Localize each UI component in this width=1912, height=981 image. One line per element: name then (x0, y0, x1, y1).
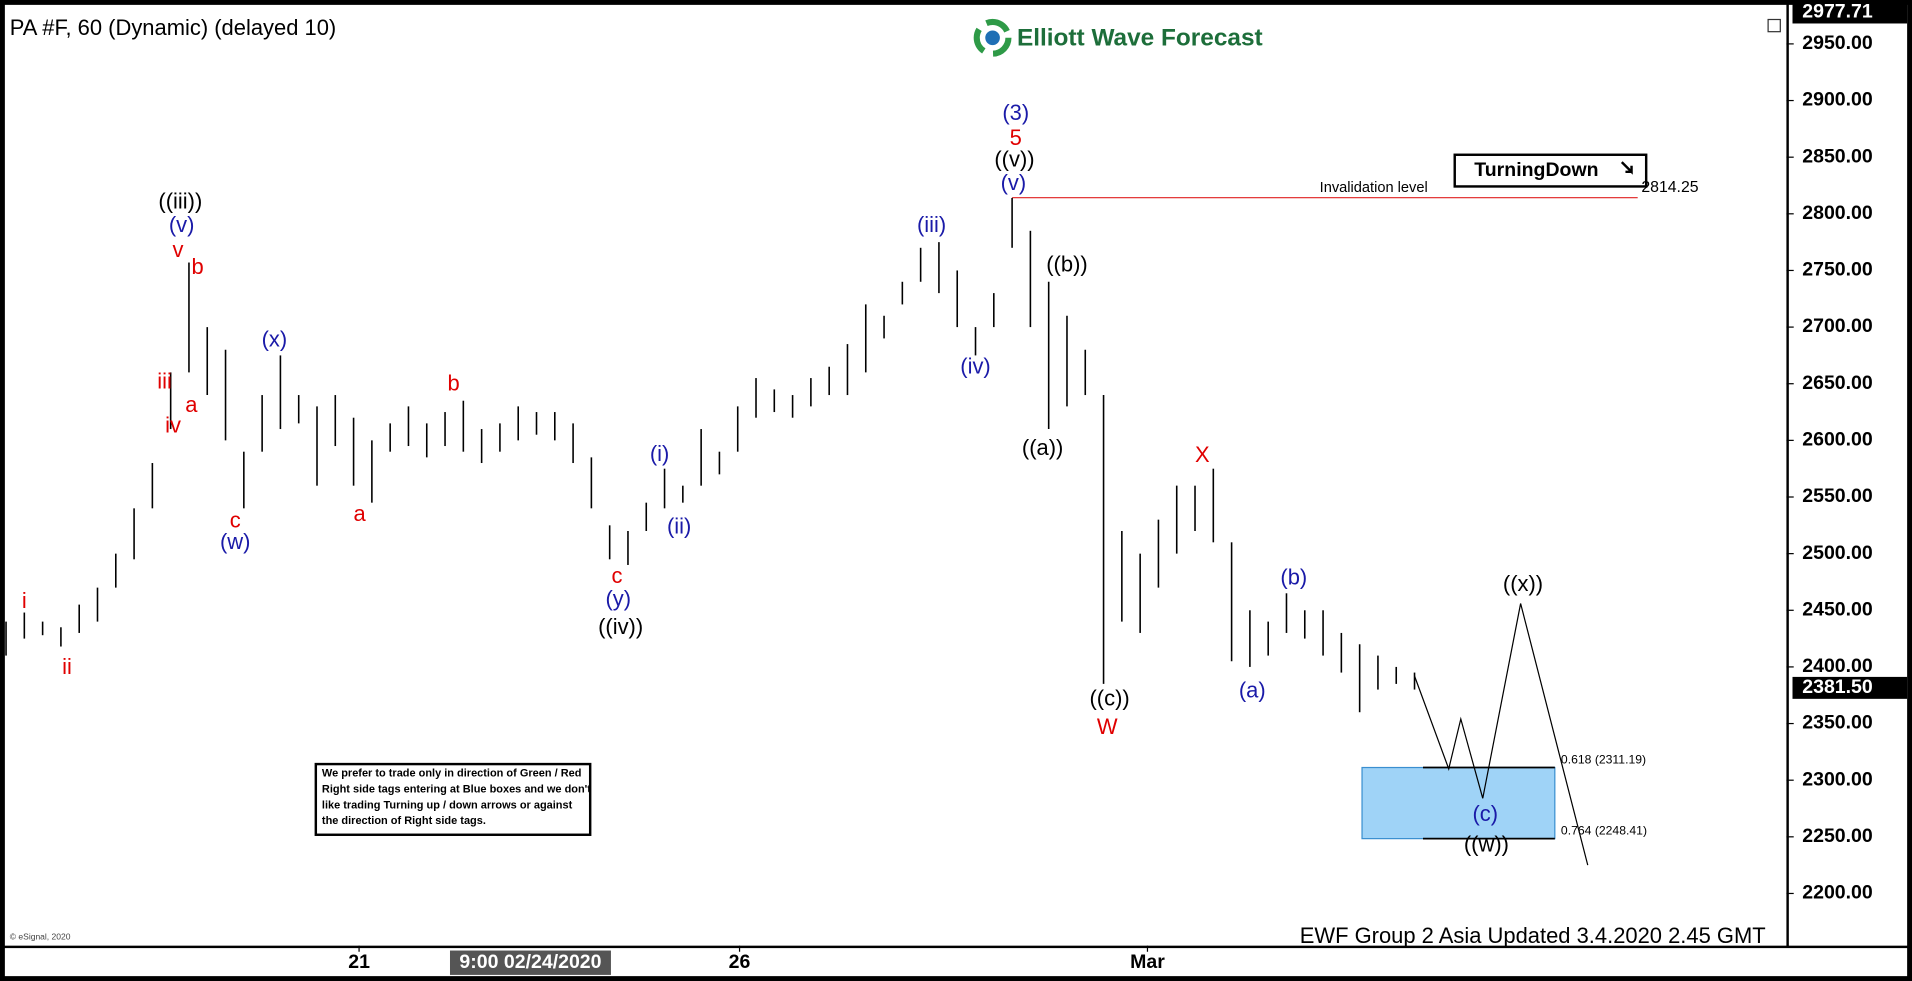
wave-label: ((a)) (1022, 435, 1063, 460)
last-price-box (1792, 676, 1908, 699)
projection-path (1413, 603, 1589, 866)
logo: Elliott Wave Forecast (973, 18, 1263, 57)
note-box: We prefer to trade only in direction of … (314, 762, 592, 836)
window-icon (1767, 18, 1781, 33)
wave-label: ((iii)) (158, 188, 202, 213)
note-line: like trading Turning up / down arrows or… (322, 799, 573, 811)
fib-box (1361, 766, 1556, 840)
y-tick-label: 2300.00 (1802, 768, 1873, 790)
wave-label: (b) (1280, 564, 1307, 589)
chart-title: PA #F, 60 (Dynamic) (delayed 10) (10, 15, 336, 40)
note-line: Right side tags entering at Blue boxes a… (322, 784, 591, 796)
y-tick-label: 2650.00 (1802, 372, 1873, 394)
wave-label: (x) (262, 326, 288, 351)
wave-label: ii (62, 654, 72, 679)
wave-label: (v) (169, 212, 195, 237)
price-axis (1788, 4, 1908, 946)
cursor-label: 9:00 02/24/2020 (459, 951, 601, 973)
tag-frame (1453, 153, 1648, 188)
y-tick-label: 2900.00 (1802, 89, 1873, 111)
copyright: © eSignal, 2020 (10, 931, 71, 941)
y-tick-label: 2800.00 (1802, 202, 1873, 224)
wave-label: (v) (1001, 170, 1027, 195)
top-price-label: 2977.71 (1802, 1, 1873, 23)
last-price-label: 2381.50 (1802, 676, 1873, 698)
brand: Elliott Wave Forecast (1017, 24, 1263, 51)
wave-label: (ii) (667, 513, 691, 538)
wave-label: v (172, 237, 183, 262)
wave-label: ((x)) (1503, 571, 1543, 596)
y-tick-label: 2750.00 (1802, 259, 1873, 281)
wave-label: c (612, 563, 623, 588)
top-price-box (1792, 1, 1908, 24)
y-tick-label: 2950.00 (1802, 32, 1873, 54)
wave-label: ((v)) (994, 146, 1034, 171)
wave-label: i (22, 588, 27, 613)
y-tick-label: 2450.00 (1802, 598, 1873, 620)
wave-label: (c) (1473, 801, 1499, 826)
wave-label: ((w)) (1464, 832, 1509, 857)
y-tick-label: 2850.00 (1802, 145, 1873, 167)
y-tick-label: 2400.00 (1802, 655, 1873, 677)
wave-label: iii (157, 368, 172, 393)
footer: EWF Group 2 Asia Updated 3.4.2020 2.45 G… (1300, 923, 1766, 948)
x-tick-label: 21 (348, 951, 370, 973)
y-tick-label: 2550.00 (1802, 485, 1873, 507)
wave-label: X (1195, 442, 1210, 467)
tag-box: TurningDown (1453, 153, 1648, 188)
wave-label: a (185, 392, 198, 417)
invalidation-value: 2814.25 (1641, 179, 1698, 196)
wave-label: (y) (605, 586, 631, 611)
x-tick-label: Mar (1130, 951, 1165, 973)
y-tick-label: 2350.00 (1802, 712, 1873, 734)
logo-icon-core (985, 30, 1000, 46)
note-line: the direction of Right side tags. (322, 815, 486, 827)
wave-label: ((iv)) (598, 614, 643, 639)
fib-label: 0.764 (2248.41) (1561, 824, 1647, 838)
invalidation-label: Invalidation level (1320, 180, 1428, 196)
wave-label: b (191, 254, 203, 279)
cursor-box (449, 950, 611, 975)
wave-label: ((c)) (1089, 686, 1129, 711)
y-tick-label: 2200.00 (1802, 882, 1873, 904)
tag-label: TurningDown (1474, 159, 1598, 181)
wave-label: 5 (1010, 125, 1022, 150)
wave-label: a (354, 501, 367, 526)
wave-label: (i) (650, 441, 670, 466)
y-tick-label: 2700.00 (1802, 315, 1873, 337)
wave-label: c (230, 508, 241, 533)
wave-label: (iii) (917, 212, 946, 237)
wave-label: (3) (1002, 100, 1029, 125)
note-line: We prefer to trade only in direction of … (322, 768, 582, 780)
y-tick-label: 2250.00 (1802, 825, 1873, 847)
wave-label: (w) (220, 529, 250, 554)
wave-label: W (1097, 714, 1118, 739)
wave-label: ((b)) (1046, 252, 1087, 277)
fib-label: 0.618 (2311.19) (1561, 752, 1646, 766)
y-tick-label: 2500.00 (1802, 542, 1873, 564)
note-frame (314, 762, 592, 836)
wave-label: (a) (1239, 678, 1266, 703)
wave-label: b (448, 371, 460, 396)
wave-label: iv (165, 413, 181, 438)
tag-arrow (1620, 161, 1633, 175)
y-tick-label: 2600.00 (1802, 429, 1873, 451)
x-tick-label: 26 (729, 951, 751, 973)
logo-icon (973, 18, 1012, 57)
wave-label: (iv) (960, 354, 990, 379)
time-axis (4, 948, 1908, 977)
